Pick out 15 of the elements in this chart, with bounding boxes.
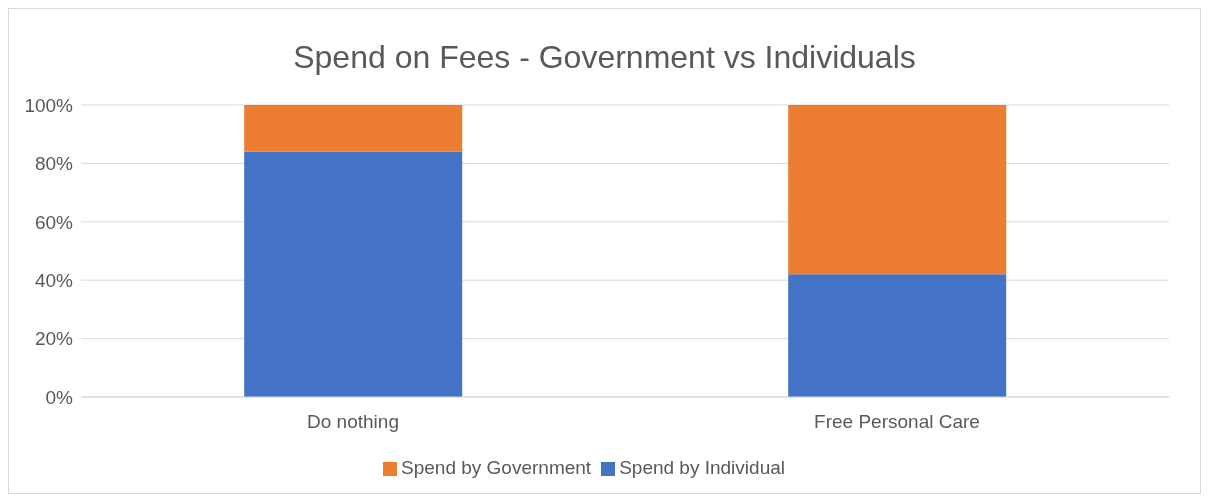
bar <box>244 105 463 152</box>
y-tick-label: 60% <box>34 211 74 233</box>
legend-label: Spend by Government <box>401 457 592 478</box>
bar <box>244 151 463 397</box>
bar <box>788 105 1007 275</box>
y-tick-label: 80% <box>34 153 74 175</box>
chart-title: Spend on Fees - Government vs Individuals <box>292 39 917 77</box>
y-tick-label: 20% <box>34 328 74 350</box>
y-tick-label: 100% <box>24 94 74 116</box>
x-tick-label: Free Personal Care <box>814 411 980 433</box>
bar <box>788 274 1007 397</box>
y-tick-label: 0% <box>45 386 74 408</box>
y-tick-label: 40% <box>34 269 74 291</box>
x-tick-label: Do nothing <box>307 411 399 433</box>
legend-label: Spend by Individual <box>619 457 785 478</box>
